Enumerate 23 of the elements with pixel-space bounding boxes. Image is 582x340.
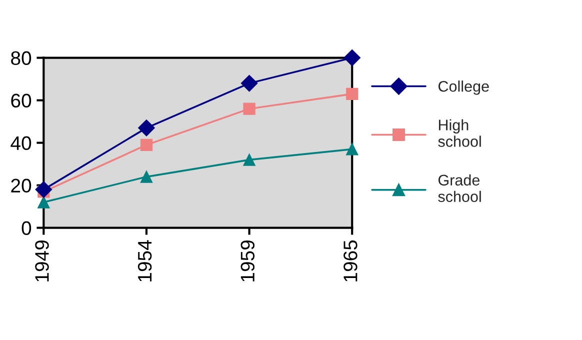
y-tick-label: 0 — [22, 221, 32, 236]
point — [140, 138, 153, 151]
point — [346, 88, 358, 100]
point — [240, 74, 258, 92]
point — [243, 102, 256, 115]
y-tick-label: 60 — [11, 94, 32, 108]
point — [243, 154, 256, 166]
legend-label: High school — [438, 119, 481, 147]
y-tick-label: 40 — [10, 136, 32, 150]
x-tick-label: 1959 — [240, 240, 255, 282]
x-tick-label: 1965 — [344, 240, 358, 282]
legend-label: Grade school — [438, 174, 481, 202]
y-tick-label: 20 — [11, 178, 32, 193]
point — [38, 196, 50, 208]
x-tick-label: 1954 — [138, 240, 152, 282]
point — [344, 49, 360, 66]
point — [138, 120, 155, 136]
legend-label: College — [438, 80, 489, 95]
point — [140, 170, 153, 183]
point — [346, 143, 358, 156]
y-tick-label: 80 — [11, 51, 32, 66]
x-tick-label: 1949 — [35, 240, 49, 282]
point — [35, 181, 52, 198]
